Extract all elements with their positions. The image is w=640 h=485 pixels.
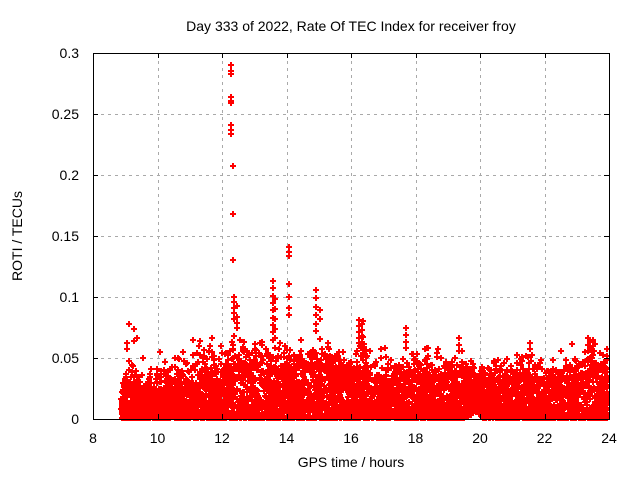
y-axis-label: ROTI / TECUs (9, 191, 25, 281)
x-tick-label: 22 (537, 430, 553, 446)
chart-title: Day 333 of 2022, Rate Of TEC Index for r… (186, 18, 516, 34)
y-tick-label: 0 (71, 411, 79, 427)
scatter-points (118, 62, 610, 421)
x-tick-label: 14 (279, 430, 295, 446)
y-tick-label: 0.3 (60, 45, 80, 61)
x-tick-label: 8 (89, 430, 97, 446)
y-tick-label: 0.25 (52, 106, 79, 122)
y-tick-label: 0.2 (60, 167, 80, 183)
scatter-points-path (119, 62, 610, 421)
x-tick-label: 12 (214, 430, 230, 446)
y-tick-label: 0.15 (52, 228, 79, 244)
x-axis-label: GPS time / hours (298, 454, 405, 470)
y-tick-label: 0.1 (60, 289, 80, 305)
x-tick-label: 20 (472, 430, 488, 446)
y-axis-tick-labels: 0 0.05 0.1 0.15 0.2 0.25 0.3 (52, 45, 79, 427)
x-tick-label: 24 (601, 430, 617, 446)
x-tick-label: 18 (408, 430, 424, 446)
x-axis-tick-labels: 8 10 12 14 16 18 20 22 24 (89, 430, 617, 446)
y-tick-label: 0.05 (52, 350, 79, 366)
x-tick-label: 10 (150, 430, 166, 446)
plot-border-and-ticks (93, 53, 610, 420)
x-tick-label: 16 (343, 430, 359, 446)
